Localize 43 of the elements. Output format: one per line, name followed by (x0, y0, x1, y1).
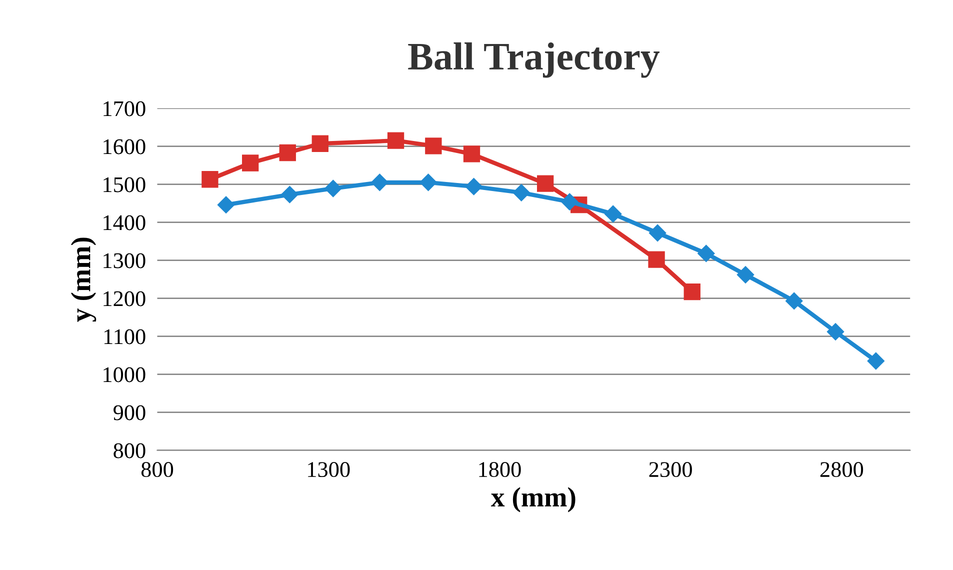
point (217, 196, 235, 214)
y-tick-label: 1400 (104, 215, 146, 230)
point (698, 244, 715, 262)
point (561, 193, 578, 210)
x-tick-label: 2800 (820, 462, 864, 478)
y-tick-label: 1700 (104, 101, 146, 116)
y-axis-title: y (mm) (70, 238, 96, 322)
x-tick-label: 800 (141, 462, 174, 478)
y-tick-label: 1000 (104, 367, 146, 382)
point (826, 323, 844, 340)
point (425, 138, 442, 154)
point (536, 175, 554, 192)
x-tick-label: 2300 (649, 462, 692, 478)
point (324, 180, 342, 198)
point (648, 251, 665, 268)
point (684, 284, 700, 300)
point (463, 146, 480, 162)
point (242, 154, 259, 172)
point (202, 171, 218, 188)
point (371, 174, 388, 191)
point (512, 184, 530, 202)
chart-title: Ball Trajectory (408, 42, 660, 78)
point (387, 132, 404, 149)
y-tick-label: 1300 (104, 253, 146, 268)
y-tick-label: 800 (114, 443, 146, 458)
point (281, 186, 298, 204)
point (649, 224, 666, 242)
point (312, 135, 328, 152)
point (867, 352, 884, 370)
y-tick-label: 1200 (104, 291, 146, 306)
x-axis-title: x (mm) (490, 487, 576, 512)
point (786, 292, 803, 310)
point (736, 266, 754, 284)
x-tick-label: 1800 (479, 462, 521, 478)
y-tick-label: 1600 (104, 139, 146, 154)
point (420, 174, 437, 191)
x-tick-label: 1300 (308, 462, 350, 478)
point (279, 144, 296, 162)
y-tick-label: 900 (114, 405, 146, 420)
y-tick-label: 1500 (104, 177, 146, 192)
point (604, 205, 622, 222)
y-tick-label: 1100 (104, 329, 146, 344)
point (465, 178, 482, 196)
